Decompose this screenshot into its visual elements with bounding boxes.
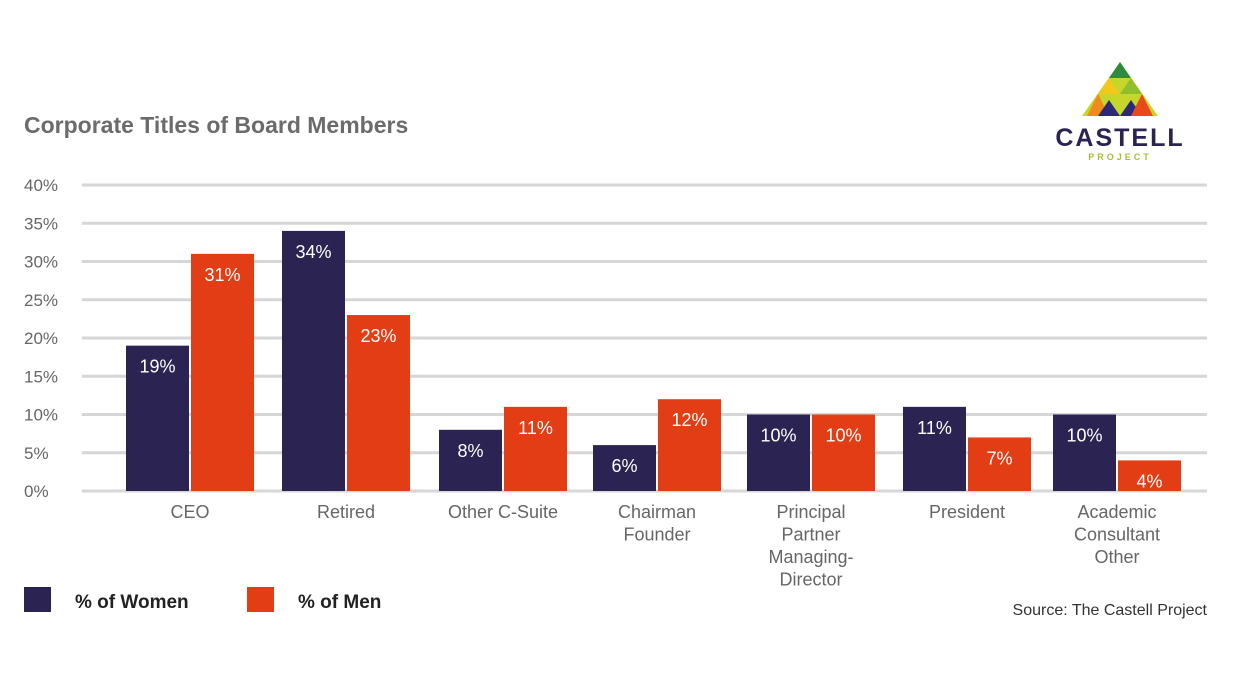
data-label: 11% xyxy=(917,418,952,438)
bar-women xyxy=(747,414,810,491)
bar-women xyxy=(593,445,656,491)
data-label: 23% xyxy=(360,326,396,346)
y-tick-label: 0% xyxy=(24,482,49,501)
data-label: 11% xyxy=(518,418,553,438)
bar-men xyxy=(347,315,410,491)
bar-men xyxy=(968,437,1031,491)
y-tick-label: 20% xyxy=(24,329,58,348)
logo-text: CASTELL xyxy=(1055,124,1184,152)
data-label: 8% xyxy=(457,441,483,461)
data-label: 19% xyxy=(139,357,175,377)
data-label: 6% xyxy=(611,456,637,476)
source-note: Source: The Castell Project xyxy=(1013,602,1208,619)
bar-women xyxy=(282,230,345,491)
data-label: 12% xyxy=(671,410,707,430)
bar-women xyxy=(903,406,966,491)
y-tick-label: 15% xyxy=(24,367,58,386)
data-label: 4% xyxy=(1136,471,1162,491)
x-category-label: Founder xyxy=(623,525,690,545)
bar-men xyxy=(504,406,567,491)
data-label: 7% xyxy=(986,448,1012,468)
data-label: 10% xyxy=(760,426,796,446)
legend-swatch xyxy=(24,587,51,612)
x-category-label: Director xyxy=(779,570,842,590)
bar-men xyxy=(812,414,875,491)
chart-title: Corporate Titles of Board Members xyxy=(24,112,408,138)
data-label: 10% xyxy=(1066,426,1102,446)
x-category-label: Other xyxy=(1094,547,1139,567)
y-tick-label: 5% xyxy=(24,444,49,463)
x-category-label: Partner xyxy=(781,525,840,545)
data-label: 10% xyxy=(825,426,861,446)
x-category-label: CEO xyxy=(170,502,209,522)
bar-men xyxy=(658,399,721,491)
bar-women xyxy=(126,345,189,491)
x-category-label: Retired xyxy=(317,502,375,522)
legend-label: % of Men xyxy=(298,592,381,613)
castell-logo: CASTELL PROJECT xyxy=(1055,62,1184,162)
y-tick-label: 40% xyxy=(24,176,58,195)
x-category-label: Chairman xyxy=(618,502,696,522)
data-label: 31% xyxy=(204,265,240,285)
x-category-label: Academic xyxy=(1077,502,1156,522)
y-tick-label: 10% xyxy=(24,406,58,425)
y-tick-label: 30% xyxy=(24,253,58,272)
x-category-label: Managing- xyxy=(768,547,853,567)
x-category-label: President xyxy=(929,502,1005,522)
bar-women xyxy=(439,429,502,491)
y-tick-label: 25% xyxy=(24,291,58,310)
bar-men xyxy=(191,253,254,491)
bar-men xyxy=(1118,460,1181,491)
y-tick-label: 35% xyxy=(24,214,58,233)
logo-subtext: PROJECT xyxy=(1088,152,1152,162)
x-category-label: Other C-Suite xyxy=(448,502,558,522)
data-label: 34% xyxy=(295,242,331,262)
x-category-label: Principal xyxy=(776,502,845,522)
x-category-label: Consultant xyxy=(1074,525,1160,545)
bar-women xyxy=(1053,414,1116,491)
legend-swatch xyxy=(247,587,274,612)
legend-label: % of Women xyxy=(75,592,189,613)
